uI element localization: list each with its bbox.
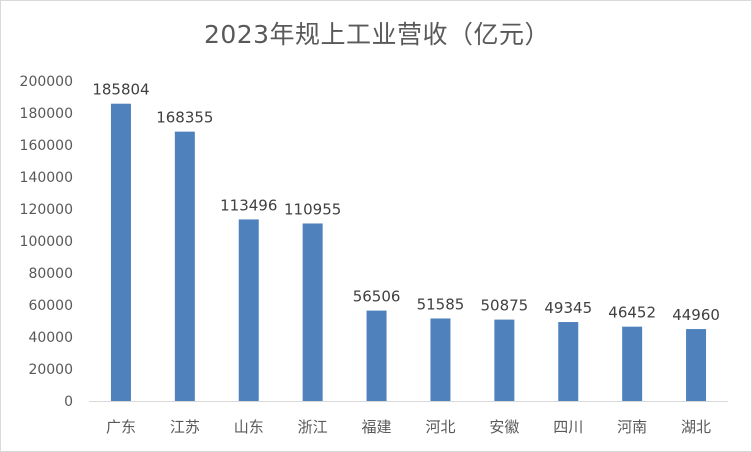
y-tick-label: 40000 [28,330,73,346]
x-axis: 广东 江苏 山东 浙江 福建 河北 安徽 四川 河南 湖北 [89,401,728,436]
data-label: 51585 [417,295,465,313]
y-tick-label: 60000 [28,298,73,314]
data-label: 110955 [284,200,341,218]
data-label: 46452 [608,304,656,322]
data-label: 56506 [353,288,401,306]
bar [686,329,707,401]
bar [430,318,451,401]
x-tick-label: 江苏 [170,418,200,436]
bars-group [110,103,707,402]
x-tick-label: 安徽 [489,418,519,436]
x-tick-label: 广东 [106,418,136,436]
bar [366,310,387,401]
x-tick-label: 河南 [617,418,647,436]
x-tick-label: 四川 [553,418,583,436]
y-tick-label: 160000 [20,138,73,154]
x-tick-label: 福建 [362,418,392,436]
bar [110,103,131,402]
y-tick-label: 100000 [20,234,73,250]
y-tick-label: 0 [64,394,73,410]
x-tick-label: 山东 [234,418,264,436]
data-label: 44960 [672,306,720,324]
bar [494,319,515,401]
data-label: 49345 [544,299,592,317]
x-tick-label: 湖北 [681,418,711,436]
y-tick-label: 140000 [20,170,73,186]
data-label: 168355 [156,109,213,127]
y-tick-label: 180000 [20,106,73,122]
x-tick-label: 浙江 [298,418,328,436]
bar [622,326,643,401]
y-axis: 0 20000 40000 60000 80000 100000 120000 140000 1… [20,74,73,410]
bar [302,223,323,401]
data-label: 50875 [480,297,528,315]
x-tick-label: 河北 [425,418,455,436]
chart-title: 2023年规上工业营收（亿元） [203,20,551,49]
y-tick-label: 200000 [20,74,73,90]
data-label: 185804 [92,81,149,99]
data-labels-group: 185804 168355 113496 110955 56506 51585 50875 4… [92,81,720,324]
bar [558,322,579,401]
y-tick-label: 80000 [28,266,73,282]
y-tick-label: 20000 [28,362,73,378]
data-label: 113496 [220,196,277,214]
bar [238,219,259,401]
bar [174,131,195,401]
y-tick-label: 120000 [20,202,73,218]
